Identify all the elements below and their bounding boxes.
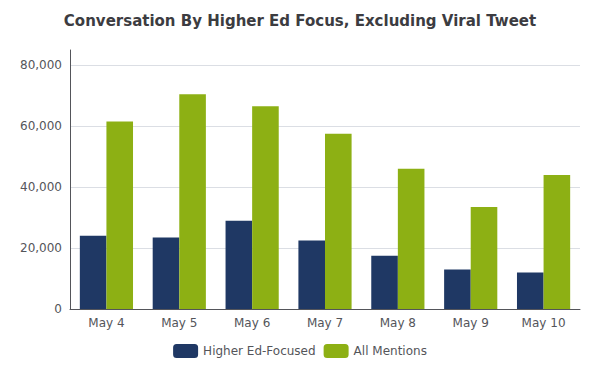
svg-text:Conversation By Higher Ed Focu: Conversation By Higher Ed Focus, Excludi… xyxy=(64,12,536,30)
svg-text:May 7: May 7 xyxy=(307,316,343,330)
svg-text:80,000: 80,000 xyxy=(20,58,62,72)
svg-text:May 9: May 9 xyxy=(453,316,489,330)
svg-text:May 5: May 5 xyxy=(161,316,197,330)
svg-text:Higher Ed-Focused: Higher Ed-Focused xyxy=(203,344,316,358)
svg-text:20,000: 20,000 xyxy=(20,241,62,255)
svg-text:60,000: 60,000 xyxy=(20,119,62,133)
svg-text:May 8: May 8 xyxy=(380,316,416,330)
svg-text:40,000: 40,000 xyxy=(20,180,62,194)
svg-text:All Mentions: All Mentions xyxy=(354,344,427,358)
svg-text:May 10: May 10 xyxy=(522,316,566,330)
svg-text:0: 0 xyxy=(54,302,62,316)
svg-text:May 6: May 6 xyxy=(234,316,270,330)
svg-text:May 4: May 4 xyxy=(88,316,124,330)
